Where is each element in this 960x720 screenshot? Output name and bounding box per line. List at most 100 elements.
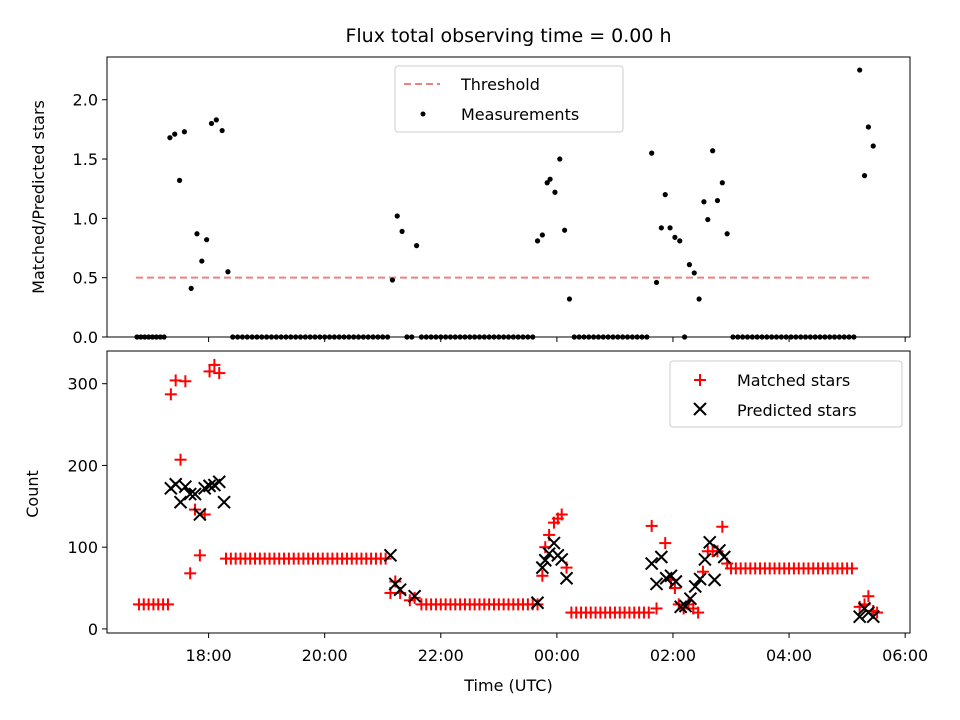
measurement-point bbox=[667, 225, 673, 231]
predicted-star-point bbox=[698, 552, 712, 567]
measurements-legend-label: Measurements bbox=[461, 105, 579, 124]
measurement-point bbox=[457, 334, 463, 340]
predicted-star-stroke bbox=[649, 577, 664, 591]
matched-star-point bbox=[208, 358, 221, 371]
measurement-point bbox=[730, 334, 736, 340]
measurement-point bbox=[539, 232, 545, 238]
count-y-axis-label: Count bbox=[23, 470, 42, 518]
matched-star-point bbox=[213, 367, 226, 380]
measurement-point bbox=[181, 129, 187, 135]
measurement-point bbox=[677, 238, 683, 244]
predicted-star-stroke bbox=[654, 550, 669, 564]
measurement-point bbox=[740, 334, 746, 340]
measurement-point bbox=[268, 334, 275, 340]
predicted-star-stroke bbox=[538, 553, 552, 567]
predicted-star-point bbox=[688, 579, 702, 594]
predicted-star-stroke bbox=[535, 560, 550, 575]
measurement-point bbox=[571, 334, 577, 340]
measurement-point bbox=[696, 296, 702, 302]
measurement-point bbox=[443, 334, 449, 340]
x-tick-label: 06:00 bbox=[882, 646, 928, 665]
x-tick-label: 22:00 bbox=[418, 646, 464, 665]
measurement-point bbox=[428, 334, 434, 340]
predicted-star-stroke bbox=[712, 543, 727, 558]
matched-star-point bbox=[536, 569, 549, 582]
measurement-point bbox=[452, 334, 458, 340]
measurement-point bbox=[744, 334, 751, 340]
measurement-point bbox=[225, 269, 231, 275]
measurement-point bbox=[749, 334, 755, 340]
predicted-star-point bbox=[168, 477, 183, 491]
ratio-y-ticks: 0.0 0.5 1.0 1.5 2.0 bbox=[73, 91, 107, 347]
measurement-point bbox=[812, 334, 818, 340]
measurement-point bbox=[639, 334, 645, 340]
predicted-star-point bbox=[530, 596, 545, 610]
predicted-star-stroke bbox=[202, 479, 217, 493]
ratio-legend-box bbox=[394, 65, 624, 133]
matched-legend-label: Matched stars bbox=[737, 371, 850, 390]
measurement-point bbox=[534, 238, 541, 244]
y-tick-label: 100 bbox=[67, 538, 98, 557]
measurement-point bbox=[351, 334, 357, 340]
predicted-star-stroke bbox=[193, 507, 207, 522]
predicted-star-point bbox=[644, 556, 659, 571]
measurement-point bbox=[634, 334, 640, 340]
y-tick-label: 1.0 bbox=[73, 209, 98, 228]
predicted-star-stroke bbox=[530, 596, 545, 610]
measurement-point bbox=[259, 334, 265, 340]
measurement-point bbox=[146, 334, 152, 340]
matched-star-point bbox=[531, 598, 544, 611]
predicted-star-stroke bbox=[866, 609, 880, 624]
measurement-point bbox=[399, 228, 405, 235]
measurement-point bbox=[547, 176, 553, 182]
predicted-star-stroke bbox=[852, 609, 867, 624]
measurement-point bbox=[552, 189, 558, 195]
measurement-point bbox=[841, 334, 847, 340]
predicted-star-stroke bbox=[683, 591, 698, 606]
measurement-point bbox=[326, 334, 333, 340]
predicted-star-point bbox=[649, 577, 664, 591]
measurement-point bbox=[686, 262, 693, 268]
x-tick-label: 04:00 bbox=[766, 646, 812, 665]
measurement-point bbox=[153, 334, 159, 340]
measurement-point bbox=[389, 277, 396, 283]
predicted-star-stroke bbox=[644, 556, 659, 571]
measurement-point bbox=[283, 334, 289, 340]
predicted-star-point bbox=[217, 495, 231, 509]
matched-star-point bbox=[179, 375, 192, 388]
measurement-point bbox=[653, 279, 660, 286]
matched-star-point bbox=[408, 591, 421, 604]
measurement-point bbox=[525, 334, 531, 340]
chart-title: Flux total observing time = 0.00 h bbox=[345, 25, 671, 47]
predicted-star-point bbox=[712, 543, 727, 558]
measurement-point bbox=[394, 213, 400, 219]
count-y-ticks: 0 100 200 300 bbox=[67, 375, 107, 639]
measurement-point bbox=[423, 334, 429, 340]
measurement-point bbox=[754, 334, 760, 340]
measurement-point bbox=[562, 227, 568, 233]
measurement-point bbox=[798, 334, 804, 340]
measurement-point bbox=[557, 156, 563, 162]
predicted-star-point bbox=[407, 589, 422, 603]
measurement-point bbox=[360, 334, 366, 340]
y-tick-label: 1.5 bbox=[73, 150, 98, 169]
measurement-point bbox=[370, 334, 376, 340]
measurement-point bbox=[710, 148, 716, 154]
measurement-point bbox=[336, 334, 342, 340]
measurement-point bbox=[629, 334, 635, 340]
count-legend-box bbox=[669, 360, 903, 428]
measurement-point bbox=[188, 285, 194, 291]
measurement-point bbox=[447, 334, 454, 340]
measurement-point bbox=[404, 334, 410, 340]
measurement-point bbox=[595, 334, 602, 340]
ratio-legend: Threshold Measurements bbox=[394, 65, 624, 133]
measurement-point bbox=[317, 334, 323, 340]
matched-star-point bbox=[642, 606, 655, 619]
measurement-point bbox=[759, 334, 765, 340]
x-axis-label: Time (UTC) bbox=[463, 676, 552, 695]
measurement-point bbox=[341, 334, 347, 340]
matched-star-point bbox=[645, 519, 658, 532]
matched-star-point bbox=[184, 567, 197, 580]
measurement-point bbox=[476, 334, 483, 340]
measurement-point bbox=[433, 334, 439, 340]
